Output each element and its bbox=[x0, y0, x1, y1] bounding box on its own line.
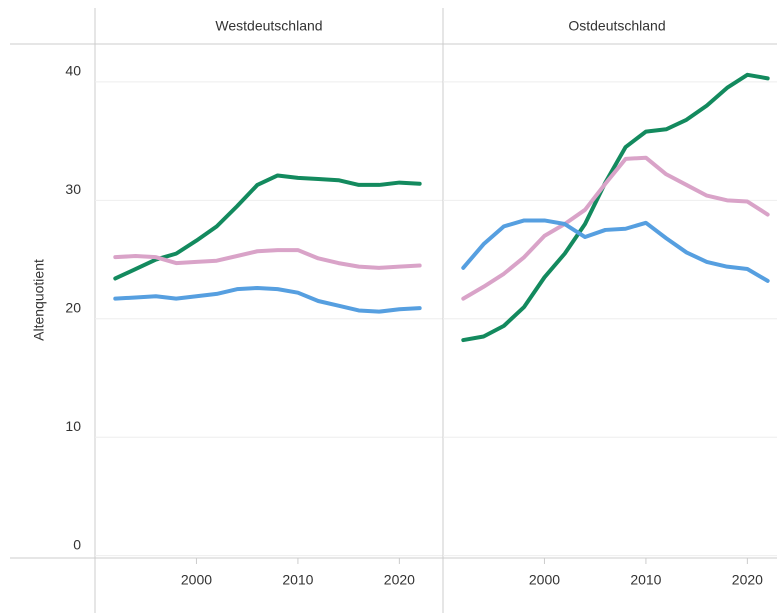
y-tick-label: 40 bbox=[65, 63, 81, 79]
series-line bbox=[113, 248, 422, 270]
y-tick-label: 30 bbox=[65, 181, 81, 197]
y-axis-label: Altenquotient bbox=[31, 259, 47, 341]
x-tick-label: 2000 bbox=[181, 572, 212, 588]
y-tick-label: 20 bbox=[65, 299, 81, 315]
series-line bbox=[113, 285, 422, 314]
x-tick-label: 2010 bbox=[282, 572, 313, 588]
panel-title: Westdeutschland bbox=[215, 18, 322, 34]
panel-title: Ostdeutschland bbox=[568, 18, 665, 34]
series-line bbox=[461, 155, 770, 301]
x-tick-label: 2000 bbox=[529, 572, 560, 588]
series-line bbox=[461, 218, 770, 283]
x-tick-label: 2010 bbox=[630, 572, 661, 588]
y-tick-label: 0 bbox=[73, 536, 81, 552]
y-tick-label: 10 bbox=[65, 418, 81, 434]
series-line bbox=[113, 173, 422, 281]
x-tick-label: 2020 bbox=[384, 572, 415, 588]
x-tick-label: 2020 bbox=[732, 572, 763, 588]
series-line bbox=[461, 72, 770, 343]
